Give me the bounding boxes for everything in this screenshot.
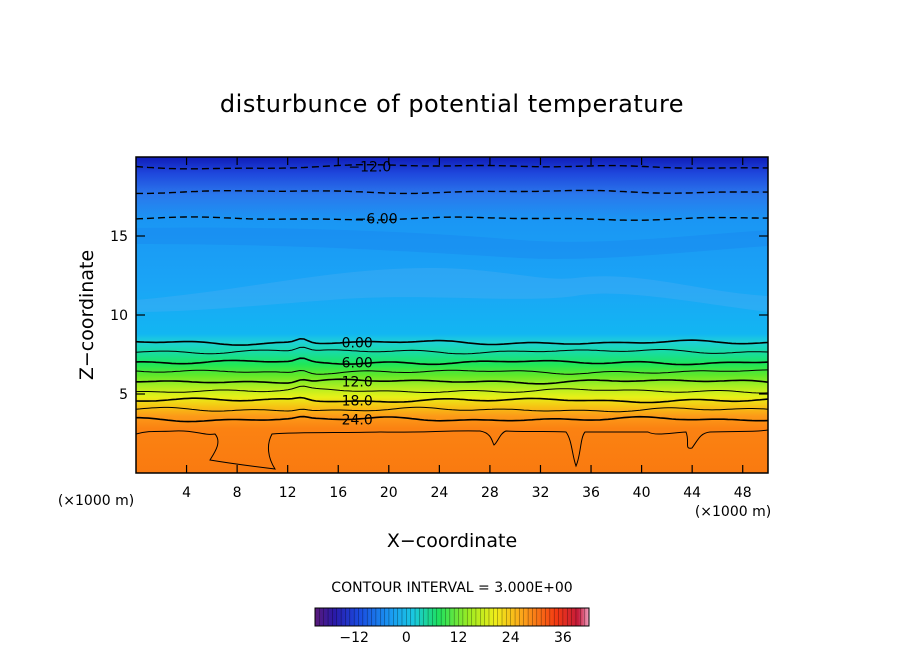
colorbar: −12 0 12 24 36 — [314, 607, 590, 646]
colorbar-segments — [319, 608, 585, 626]
y-tick-label: 5 — [119, 387, 128, 403]
x-tick-label: 40 — [633, 485, 651, 501]
contour-label: −12.0 — [348, 159, 391, 175]
colorbar-frame — [314, 607, 590, 627]
y-tick-label: 15 — [110, 229, 128, 245]
contour-line — [136, 337, 768, 346]
contour-line — [136, 216, 768, 221]
x-tick-label: 16 — [329, 485, 347, 501]
contour-labels: −12.0 −6.00 0.00 6.00 12.0 18.0 24.0 — [342, 159, 398, 428]
surface-contour — [136, 429, 768, 470]
x-tick-label: 4 — [182, 485, 191, 501]
y-tick-label: 10 — [110, 308, 128, 324]
contour-line — [136, 406, 768, 413]
contour-line — [136, 385, 768, 394]
contour-label: −6.00 — [355, 212, 398, 228]
contour-lines — [136, 164, 768, 423]
contour-line — [136, 357, 768, 366]
y-axis-ticks: 5 10 15 — [110, 229, 768, 403]
x-tick-label: 8 — [233, 485, 242, 501]
plot-area: −12.0 −6.00 0.00 6.00 12.0 18.0 24.0 — [136, 157, 768, 473]
colorbar-tick-label: 0 — [402, 630, 411, 646]
temperature-field — [136, 157, 768, 473]
colorbar-tick-label: −12 — [339, 630, 369, 646]
contour-label: 12.0 — [342, 374, 373, 390]
x-tick-label: 36 — [582, 485, 600, 501]
colorbar-tick-label: 36 — [554, 630, 572, 646]
contour-line — [136, 346, 768, 355]
contour-line — [136, 396, 768, 404]
x-unit-right: (×1000 m) — [695, 504, 771, 520]
contour-interval-text: CONTOUR INTERVAL = 3.000E+00 — [331, 580, 572, 596]
lighter-band — [136, 268, 768, 312]
x-tick-label: 28 — [481, 485, 499, 501]
y-axis-label: Z−coordinate — [76, 250, 98, 380]
x-tick-label: 20 — [380, 485, 398, 501]
x-axis-ticks: 4 8 12 16 20 24 28 32 36 40 44 48 — [182, 157, 752, 501]
colorbar-tick-label: 12 — [450, 630, 468, 646]
x-tick-label: 24 — [430, 485, 448, 501]
x-tick-label: 48 — [734, 485, 752, 501]
x-unit-left: (×1000 m) — [58, 493, 134, 509]
colorbar-fill — [315, 608, 589, 626]
contour-line — [136, 369, 768, 375]
contour-label: 24.0 — [342, 412, 373, 428]
x-tick-label: 44 — [683, 485, 701, 501]
x-tick-label: 32 — [532, 485, 550, 501]
x-tick-label: 12 — [279, 485, 297, 501]
contour-line — [136, 415, 768, 423]
chart-title: disturbunce of potential temperature — [220, 90, 684, 118]
contour-label: 6.00 — [342, 355, 373, 371]
contour-line — [136, 378, 768, 385]
darker-top-band — [136, 227, 768, 259]
colorbar-ticks: −12 0 12 24 36 — [339, 630, 572, 646]
x-axis-label: X−coordinate — [387, 530, 517, 552]
contour-label: 18.0 — [342, 393, 373, 409]
contour-line — [136, 189, 768, 195]
contour-label: 0.00 — [342, 336, 373, 352]
contour-line — [136, 164, 768, 170]
colorbar-tick-label: 24 — [502, 630, 520, 646]
